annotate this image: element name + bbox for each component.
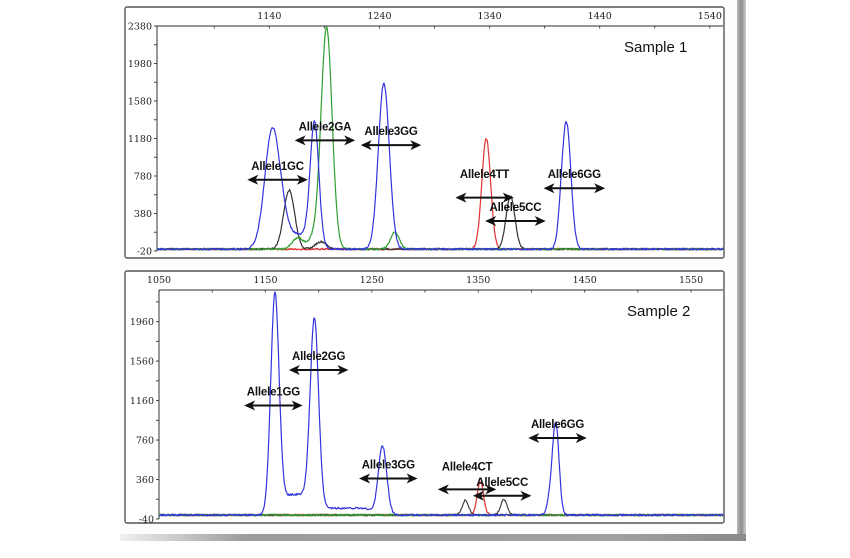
x-tick-label: 1240 — [367, 11, 391, 22]
allele-arrow-head-right — [594, 183, 606, 194]
x-tick-label: 1550 — [679, 275, 703, 286]
y-tick-label: 1160 — [130, 396, 154, 407]
y-tick-label: 2380 — [128, 22, 152, 33]
allele-arrow-head-right — [296, 174, 308, 185]
y-tick-label: 1560 — [130, 357, 154, 368]
allele-label: Allele6GG — [531, 419, 584, 431]
allele-arrow-head-left — [472, 490, 484, 501]
allele-arrow-head-left — [288, 364, 300, 375]
sheet-shadow-right — [737, 0, 746, 540]
allele-arrow-head-right — [344, 135, 356, 146]
x-tick-label: 1250 — [360, 275, 384, 286]
y-tick-label: 1580 — [128, 97, 152, 108]
allele-arrow-head-left — [244, 400, 256, 411]
panel-frame — [124, 6, 725, 259]
x-tick-label: 1150 — [253, 275, 277, 286]
allele-arrow-head-left — [543, 183, 555, 194]
x-tick-label: 1440 — [588, 11, 612, 22]
allele-arrow-head-left — [360, 140, 372, 151]
allele-arrow-head-left — [528, 433, 540, 444]
allele-label: Allele1GC — [251, 161, 304, 173]
allele-arrow-head-right — [410, 140, 422, 151]
x-tick-label: 1340 — [477, 11, 501, 22]
sample-title: Sample 1 — [624, 39, 687, 56]
allele-arrow-head-left — [437, 484, 449, 495]
y-tick-label: 380 — [134, 209, 152, 220]
x-tick-label: 1350 — [466, 275, 490, 286]
allele-arrow-head-right — [520, 490, 532, 501]
y-tick-label: 1960 — [130, 317, 154, 328]
x-tick-label: 1050 — [147, 275, 171, 286]
trace-blue — [159, 291, 724, 517]
allele-label: Allele2GG — [292, 351, 345, 363]
allele-label: Allele1GG — [247, 386, 300, 398]
y-tick-label: 760 — [136, 436, 154, 447]
allele-arrow-head-right — [575, 433, 587, 444]
x-tick-label: 1540 — [698, 11, 722, 22]
y-tick-label: 360 — [136, 475, 154, 486]
x-tick-label: 1450 — [573, 275, 597, 286]
allele-arrow-head-left — [359, 473, 371, 484]
y-tick-label: -20 — [137, 247, 152, 258]
allele-arrow-head-right — [406, 473, 418, 484]
panel-frame — [124, 270, 725, 524]
allele-arrow-head-right — [291, 400, 303, 411]
allele-arrow-head-left — [294, 135, 306, 146]
allele-arrow-head-right — [502, 192, 514, 203]
trace-blue — [156, 82, 724, 251]
allele-arrow-head-right — [337, 364, 349, 375]
x-tick-label: 1140 — [257, 11, 281, 22]
allele-label: Allele2GA — [299, 121, 352, 133]
allele-label: Allele3GG — [362, 460, 415, 472]
allele-label: Allele5CC — [489, 202, 541, 214]
allele-label: Allele6GG — [548, 169, 601, 181]
allele-arrow-head-left — [485, 216, 497, 226]
sample-1-panel: 1140 1240 1340 1440 1540 -20 380 780 1180 1580 198… — [124, 6, 725, 259]
allele-arrow-head-left — [247, 174, 259, 185]
sample-title: Sample 2 — [627, 303, 690, 320]
allele-label: Allele4CT — [442, 462, 493, 474]
y-tick-label: 1180 — [128, 134, 152, 145]
sample-2-panel: 1050 1150 1250 1350 1450 1550 -40 360 760 1160 156… — [124, 270, 725, 526]
y-tick-label: 1980 — [128, 59, 152, 70]
y-tick-label: -40 — [139, 515, 154, 526]
allele-label: Allele4TT — [460, 169, 510, 181]
allele-arrow-head-left — [455, 192, 467, 203]
allele-label: Allele5CC — [476, 477, 528, 489]
sheet-shadow-bottom — [120, 534, 746, 541]
allele-label: Allele3GG — [364, 126, 417, 138]
y-tick-label: 780 — [134, 172, 152, 183]
allele-arrow-head-right — [534, 216, 546, 226]
allele-arrow-head-right — [485, 484, 497, 495]
